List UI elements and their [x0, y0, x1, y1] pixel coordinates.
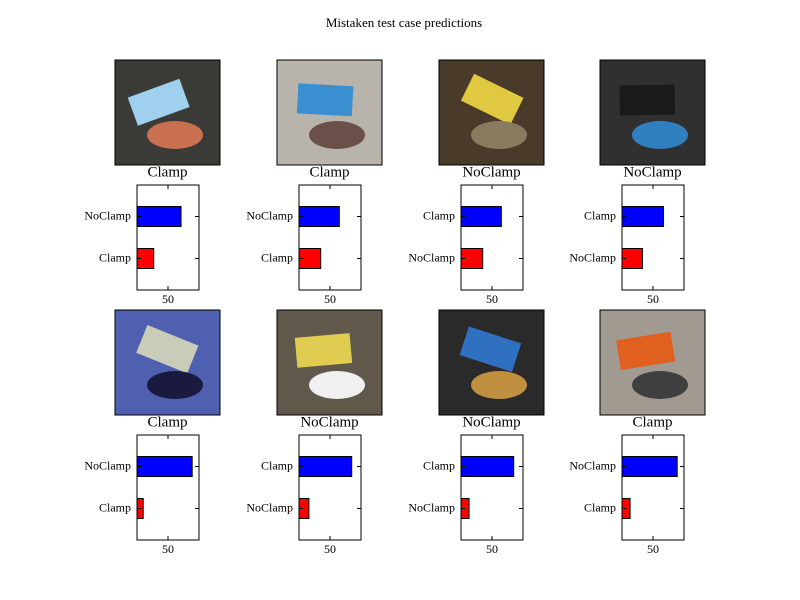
photo-shape — [616, 331, 676, 370]
y-tick-label: Clamp — [261, 250, 293, 264]
axes-frame — [136, 184, 200, 291]
x-tick-label: 50 — [162, 292, 174, 306]
y-tick-label: Clamp — [423, 208, 455, 222]
y-tick-label: NoClamp — [246, 208, 293, 222]
bar — [621, 206, 665, 227]
photo — [599, 59, 706, 166]
panel-title: Clamp — [310, 164, 350, 180]
y-tick-label: Clamp — [261, 458, 293, 472]
photo-shape — [309, 371, 365, 399]
y-tick-label: NoClamp — [569, 250, 616, 264]
photo-frame — [276, 59, 383, 166]
axes-frame — [460, 184, 524, 291]
x-tick-label: 50 — [647, 542, 659, 556]
x-tick-label: 50 — [647, 292, 659, 306]
photo-shape — [471, 371, 527, 399]
photo-shape — [296, 83, 354, 117]
x-tick-label: 50 — [324, 542, 336, 556]
axes-frame — [136, 434, 200, 541]
photo-shape — [147, 121, 203, 149]
photo-frame — [276, 309, 383, 416]
bar — [298, 206, 340, 227]
bar — [298, 456, 353, 477]
photo-frame — [599, 59, 706, 166]
photo — [114, 59, 221, 166]
axes-frame — [621, 184, 685, 291]
x-tick-label: 50 — [324, 292, 336, 306]
figure-title: Mistaken test case predictions — [326, 15, 482, 30]
axes-frame — [621, 434, 685, 541]
photo-shape — [294, 333, 353, 368]
photo-shape — [309, 121, 365, 149]
bar — [136, 456, 193, 477]
y-tick-label: Clamp — [99, 250, 131, 264]
photo-frame — [438, 309, 545, 416]
photo-shape — [459, 326, 522, 372]
x-tick-label: 50 — [486, 292, 498, 306]
panel-title: NoClamp — [300, 414, 358, 430]
photo-shape — [619, 84, 676, 116]
bar — [621, 456, 678, 477]
photo-frame — [114, 59, 221, 166]
x-tick-label: 50 — [162, 542, 174, 556]
axes-frame — [298, 184, 362, 291]
x-tick-label: 50 — [486, 542, 498, 556]
axes-frame — [460, 434, 524, 541]
photo-shape — [127, 78, 190, 126]
photo — [276, 309, 383, 416]
y-tick-label: NoClamp — [84, 458, 131, 472]
y-tick-label: Clamp — [99, 500, 131, 514]
photo — [276, 59, 383, 166]
photo-shape — [147, 371, 203, 399]
photo-shape — [460, 73, 524, 125]
photo — [114, 309, 221, 416]
photo-frame — [438, 59, 545, 166]
photo-shape — [632, 121, 688, 149]
photo-shape — [632, 371, 688, 399]
panel-title: Clamp — [148, 414, 188, 430]
panel-title: NoClamp — [623, 164, 681, 180]
y-tick-label: Clamp — [423, 458, 455, 472]
panel-title: NoClamp — [462, 414, 520, 430]
bar — [460, 206, 502, 227]
y-tick-label: Clamp — [584, 208, 616, 222]
y-tick-label: NoClamp — [408, 250, 455, 264]
photo — [599, 309, 706, 416]
y-tick-label: Clamp — [584, 500, 616, 514]
panel-title: NoClamp — [462, 164, 520, 180]
y-tick-label: NoClamp — [569, 458, 616, 472]
axes-frame — [298, 434, 362, 541]
bar — [460, 456, 515, 477]
photo — [438, 309, 545, 416]
photo-shape — [471, 121, 527, 149]
y-tick-label: NoClamp — [408, 500, 455, 514]
panel-title: Clamp — [633, 414, 673, 430]
photo — [438, 59, 545, 166]
photo-frame — [114, 309, 221, 416]
y-tick-label: NoClamp — [84, 208, 131, 222]
bar — [136, 206, 182, 227]
panel-title: Clamp — [148, 164, 188, 180]
photo-frame — [599, 309, 706, 416]
y-tick-label: NoClamp — [246, 500, 293, 514]
photo-shape — [136, 324, 199, 374]
